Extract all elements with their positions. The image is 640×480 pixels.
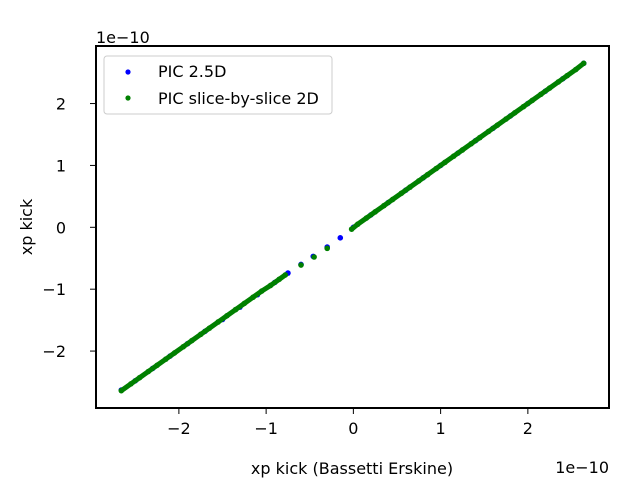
- data-point: [529, 97, 536, 104]
- data-point: [118, 387, 125, 394]
- data-point: [416, 178, 422, 184]
- data-point: [250, 294, 256, 301]
- data-point: [180, 343, 187, 350]
- data-marks: [118, 60, 587, 394]
- data-point: [511, 110, 518, 116]
- data-point: [485, 128, 492, 135]
- x-axis-label: xp kick (Bassetti Erskine): [251, 459, 453, 478]
- data-point: [398, 190, 405, 197]
- data-point: [162, 356, 169, 362]
- data-point: [459, 147, 466, 153]
- data-point: [324, 245, 330, 252]
- data-point: [136, 374, 143, 381]
- y-tick-label: 1: [56, 156, 66, 175]
- data-point: [442, 159, 448, 166]
- data-point: [224, 312, 230, 319]
- y-tick-label: −2: [42, 342, 66, 361]
- legend-label-pic-2-5d: PIC 2.5D: [158, 62, 226, 81]
- data-point: [477, 134, 483, 141]
- data-point: [241, 300, 248, 307]
- data-point: [381, 202, 387, 209]
- y-tick-label: 2: [56, 95, 66, 114]
- data-point: [206, 325, 213, 331]
- x-tick-label: 2: [523, 419, 533, 438]
- data-point: [282, 272, 289, 278]
- data-point: [494, 122, 501, 129]
- data-point: [171, 350, 178, 356]
- data-point: [450, 153, 457, 159]
- y-axis-offset-label: 1e−10: [96, 28, 150, 47]
- x-tick-label: 0: [348, 419, 358, 438]
- y-tick-label: 0: [56, 218, 66, 237]
- data-point: [538, 91, 544, 98]
- data-point: [354, 221, 361, 228]
- x-tick-label: 1: [436, 419, 446, 438]
- data-point: [468, 140, 474, 147]
- x-axis-offset-label: 1e−10: [555, 458, 609, 477]
- data-point: [145, 368, 152, 375]
- x-tick-label: −1: [254, 419, 278, 438]
- data-point: [363, 215, 370, 221]
- x-tick-label: −2: [167, 419, 191, 438]
- data-point: [189, 337, 195, 344]
- data-point: [564, 72, 570, 79]
- legend-marker-pic-slice-by-slice-2d: [125, 95, 131, 101]
- data-point: [555, 79, 562, 85]
- legend-marker-pic-2-5d: [125, 69, 131, 75]
- data-point: [258, 288, 265, 294]
- data-point: [424, 171, 431, 178]
- data-point: [197, 331, 204, 338]
- data-point: [372, 209, 378, 215]
- data-point: [298, 262, 304, 268]
- data-point: [503, 116, 509, 122]
- plot-frame: [95, 45, 610, 409]
- data-point: [573, 66, 579, 73]
- data-point: [433, 165, 440, 172]
- data-point: [337, 235, 344, 241]
- series-pic-slice-by-slice-2d: [118, 60, 587, 394]
- data-point: [407, 184, 413, 190]
- data-point: [311, 254, 317, 260]
- y-tick-label: −1: [42, 280, 66, 299]
- data-point: [520, 103, 527, 110]
- legend-label-pic-slice-by-slice-2d: PIC slice-by-slice 2D: [158, 89, 319, 108]
- data-point: [580, 60, 587, 67]
- y-axis-ticks: −2 −1 0 1 2: [42, 95, 96, 361]
- data-point: [154, 362, 160, 369]
- data-point: [232, 306, 239, 313]
- data-point: [276, 276, 283, 283]
- data-point: [128, 381, 134, 387]
- legend: PIC 2.5D PIC slice-by-slice 2D: [103, 55, 333, 115]
- data-point: [267, 282, 274, 289]
- data-point: [389, 196, 396, 203]
- x-axis-ticks: −2 −1 0 1 2: [167, 408, 533, 438]
- data-point: [546, 85, 553, 91]
- data-point: [348, 226, 355, 232]
- y-axis-label: xp kick: [17, 198, 36, 255]
- legend-box: [103, 55, 333, 115]
- data-point: [215, 319, 221, 325]
